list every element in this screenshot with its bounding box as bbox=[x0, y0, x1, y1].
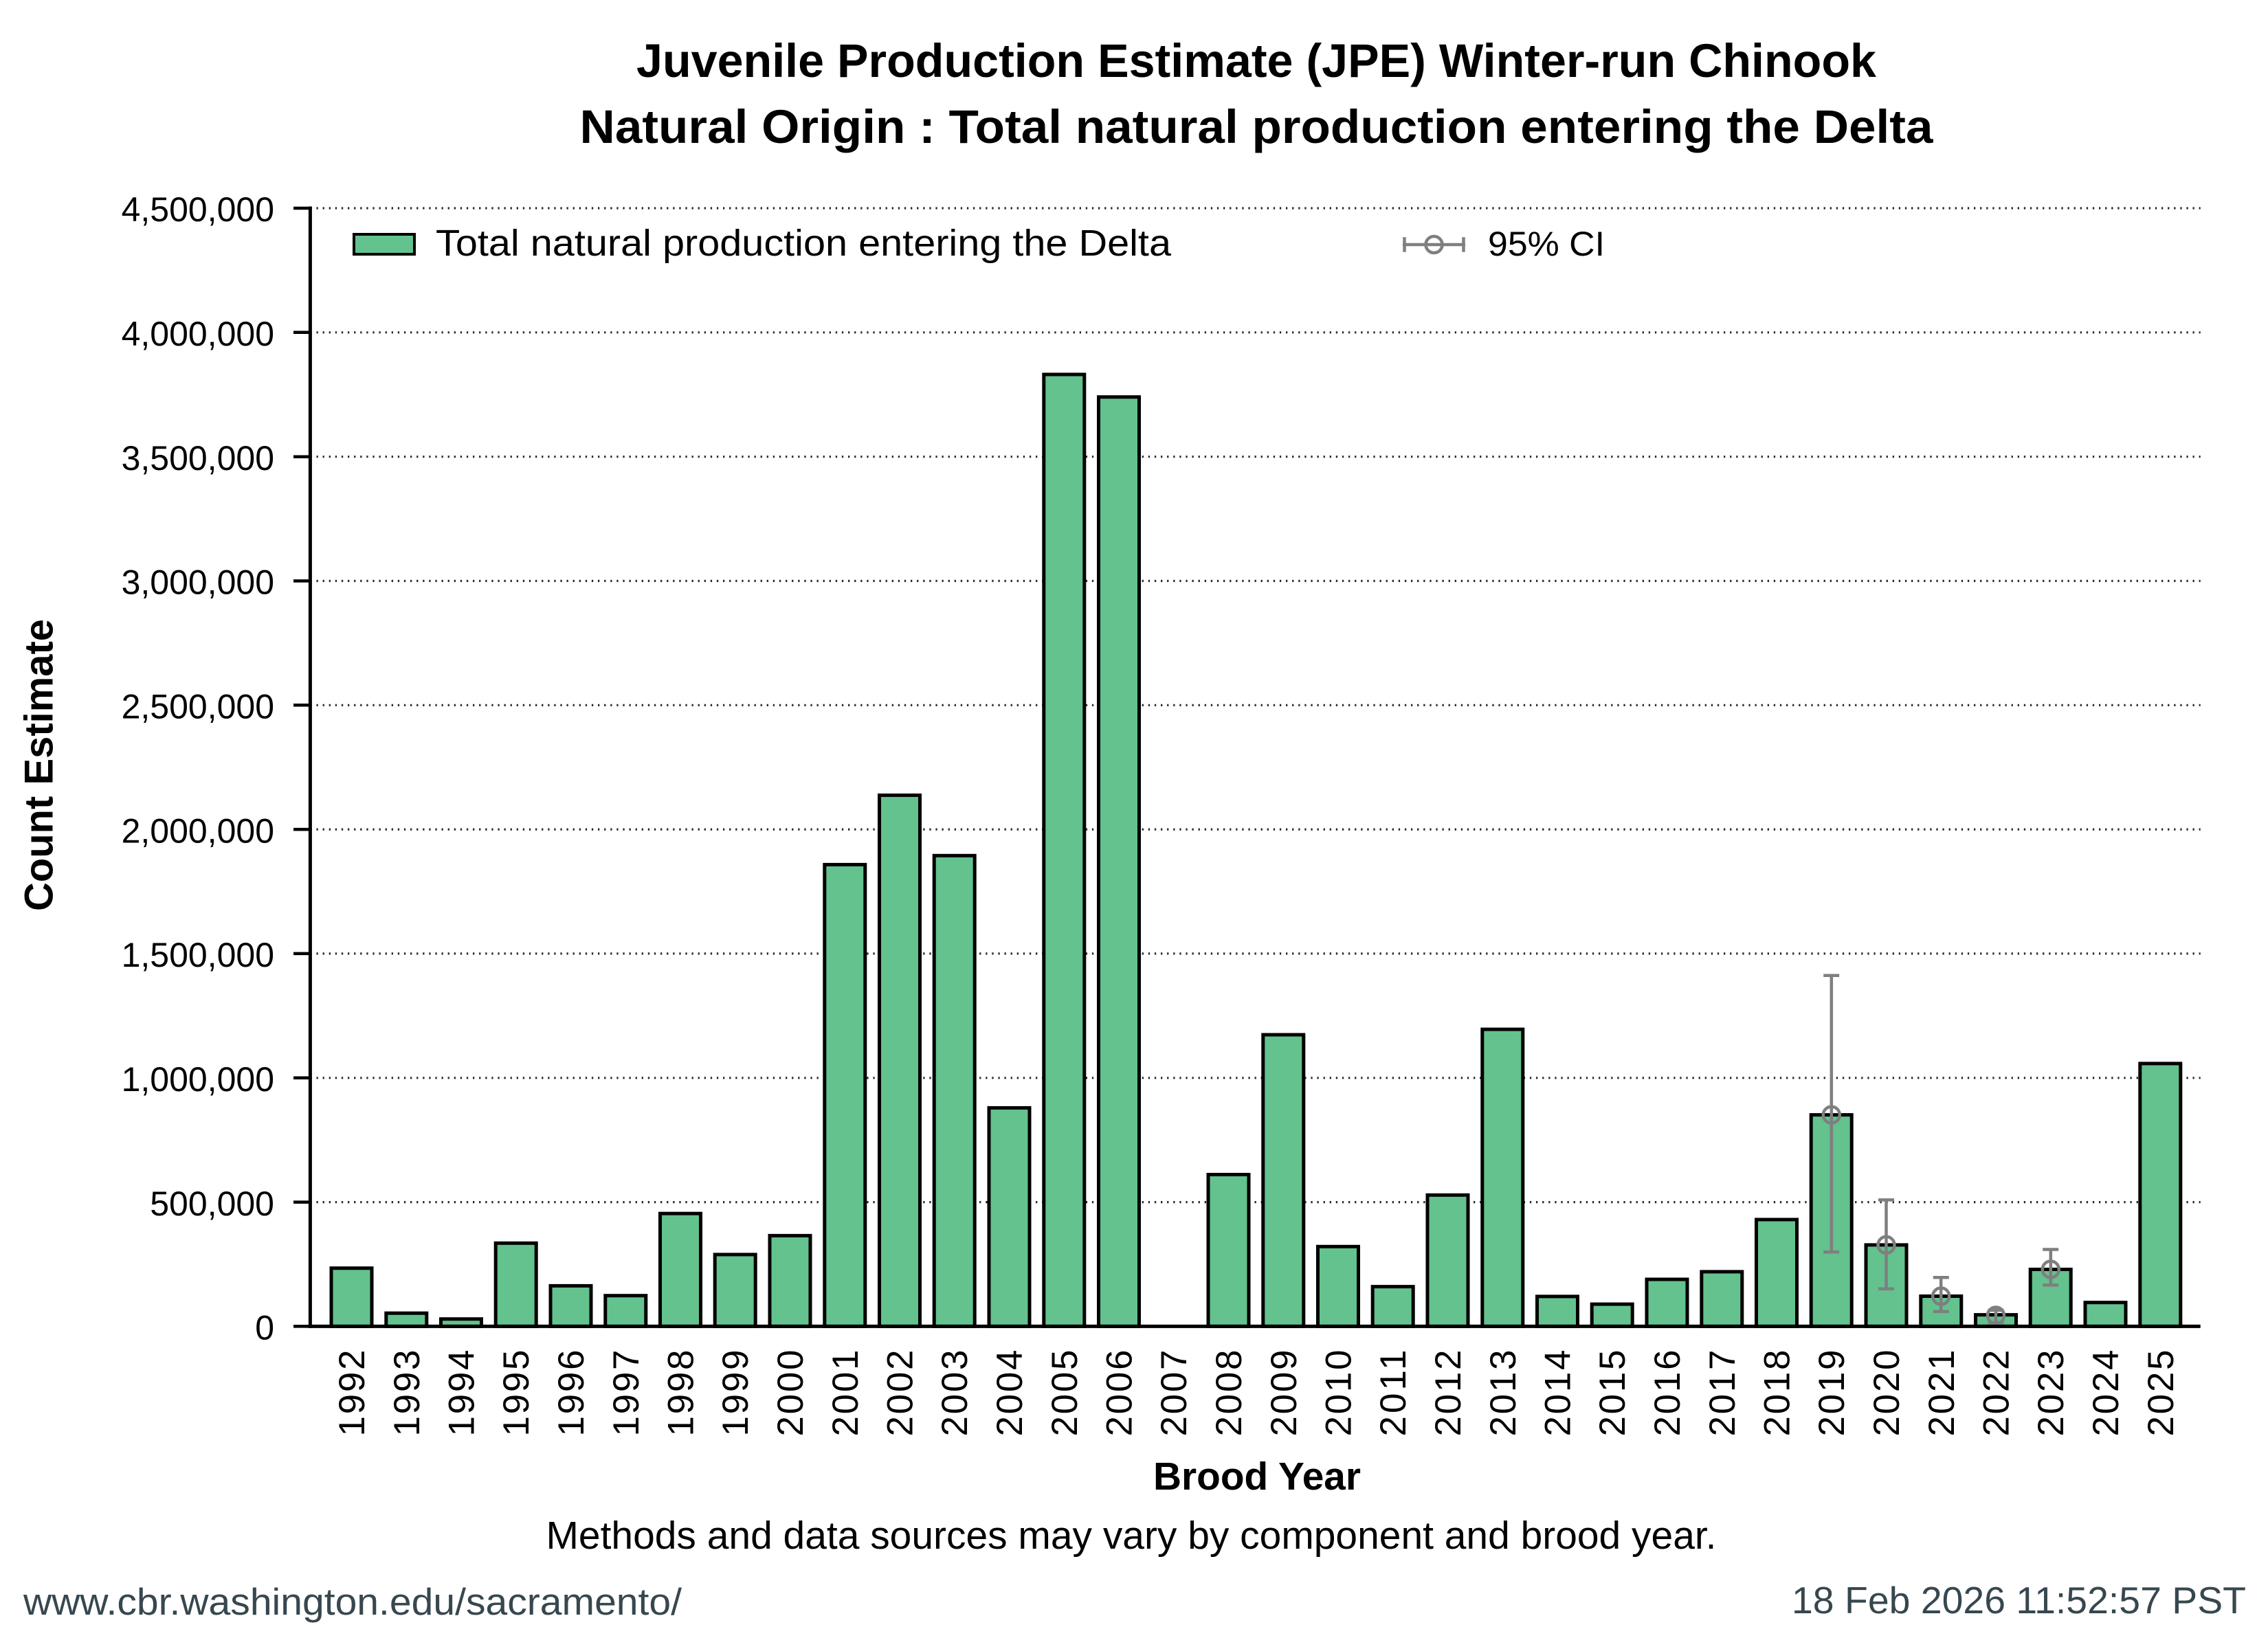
svg-text:2,000,000: 2,000,000 bbox=[122, 811, 274, 850]
svg-text:Methods and data sources may v: Methods and data sources may vary by com… bbox=[546, 1514, 1717, 1558]
svg-text:Juvenile Production Estimate (: Juvenile Production Estimate (JPE) Winte… bbox=[636, 34, 1877, 87]
svg-text:Natural Origin : Total natural: Natural Origin : Total natural productio… bbox=[580, 100, 1934, 153]
svg-text:1,000,000: 1,000,000 bbox=[122, 1060, 274, 1099]
svg-text:95% CI: 95% CI bbox=[1488, 225, 1605, 263]
svg-text:Count Estimate: Count Estimate bbox=[17, 619, 62, 911]
svg-text:2,500,000: 2,500,000 bbox=[122, 688, 274, 726]
svg-text:18 Feb 2026 11:52:57 PST: 18 Feb 2026 11:52:57 PST bbox=[1792, 1579, 2246, 1622]
svg-text:3,500,000: 3,500,000 bbox=[122, 439, 274, 478]
svg-text:3,000,000: 3,000,000 bbox=[122, 563, 274, 602]
svg-text:0: 0 bbox=[255, 1309, 274, 1347]
svg-text:1,500,000: 1,500,000 bbox=[122, 936, 274, 974]
svg-text:Total natural production enter: Total natural production entering the De… bbox=[436, 223, 1172, 264]
svg-text:Brood Year: Brood Year bbox=[1153, 1455, 1361, 1499]
svg-text:500,000: 500,000 bbox=[150, 1185, 274, 1223]
svg-text:4,000,000: 4,000,000 bbox=[122, 315, 274, 353]
svg-text:www.cbr.washington.edu/sacrame: www.cbr.washington.edu/sacramento/ bbox=[23, 1580, 682, 1623]
svg-text:4,500,000: 4,500,000 bbox=[122, 190, 274, 229]
